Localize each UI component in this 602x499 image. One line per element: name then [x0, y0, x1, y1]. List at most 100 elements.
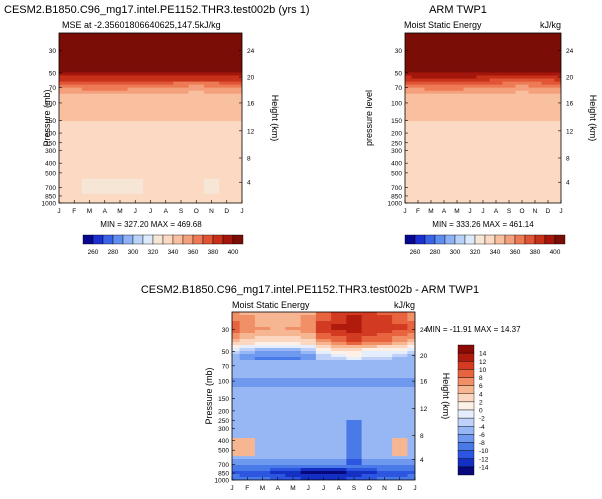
field-cell — [270, 468, 286, 472]
field-cell — [528, 105, 543, 110]
field-cell — [142, 78, 159, 83]
field-cell — [361, 363, 378, 367]
field-cell — [489, 81, 504, 86]
field-cell — [188, 184, 205, 189]
field-cell — [554, 105, 561, 110]
field-cell — [232, 351, 241, 355]
field-cell — [361, 381, 378, 385]
field-cell — [476, 118, 491, 122]
field-cell — [188, 66, 205, 71]
field-cell — [81, 148, 98, 152]
field-cell — [437, 99, 452, 104]
field-cell — [142, 145, 159, 149]
field-cell — [437, 48, 452, 52]
field-cell — [270, 351, 286, 355]
field-cell — [270, 348, 286, 352]
field-cell — [188, 178, 205, 183]
obs-colorbar: 260 280 300 320 340 360 380 400 — [404, 234, 566, 256]
field-cell — [59, 57, 68, 61]
field-cell — [489, 69, 504, 74]
field-cell — [232, 417, 241, 421]
colorbar-label: 6 — [479, 383, 483, 390]
field-cell — [254, 408, 271, 412]
field-cell — [411, 133, 426, 137]
height-tick-label: 20 — [566, 74, 574, 81]
field-cell — [234, 105, 242, 110]
field-cell — [239, 363, 256, 367]
field-cell — [411, 145, 426, 149]
field-cell — [392, 396, 408, 400]
field-cell — [285, 456, 302, 460]
field-cell — [112, 75, 129, 80]
field-cell — [541, 148, 556, 152]
field-cell — [127, 81, 144, 86]
field-cell — [489, 130, 504, 134]
field-cell — [346, 390, 363, 394]
field-cell — [405, 193, 413, 198]
field-cell — [315, 351, 332, 355]
field-cell — [270, 462, 286, 466]
field-cell — [127, 124, 144, 128]
field-cell — [239, 420, 256, 424]
field-cell — [239, 468, 256, 472]
field-cell — [234, 57, 242, 61]
field-cell — [127, 63, 144, 67]
y-tick-label: 850 — [218, 471, 229, 478]
field-cell — [142, 154, 159, 159]
field-cell — [203, 154, 220, 159]
field-cell — [450, 118, 465, 122]
field-cell — [541, 169, 556, 174]
field-cell — [270, 474, 286, 478]
field-cell — [376, 399, 393, 403]
field-cell — [411, 90, 426, 95]
field-cell — [232, 411, 241, 415]
field-cell — [437, 181, 452, 186]
field-cell — [270, 342, 286, 346]
colorbar-swatch — [132, 234, 144, 245]
field-cell — [450, 111, 465, 116]
field-cell — [142, 139, 159, 143]
field-cell — [515, 160, 530, 165]
colorbar-swatch — [434, 234, 446, 245]
field-cell — [411, 196, 426, 201]
field-cell — [437, 90, 452, 95]
field-cell — [541, 93, 556, 98]
field-cell — [502, 51, 517, 55]
field-cell — [203, 111, 220, 116]
field-cell — [437, 190, 452, 195]
field-cell — [437, 78, 452, 83]
field-cell — [541, 181, 556, 186]
field-cell — [285, 348, 302, 352]
field-cell — [476, 75, 491, 80]
field-cell — [112, 87, 129, 92]
field-cell — [361, 354, 378, 358]
field-cell — [173, 184, 190, 189]
field-cell — [489, 136, 504, 140]
field-cell — [405, 178, 413, 183]
field-cell — [112, 42, 129, 46]
field-cell — [239, 321, 256, 325]
field-cell — [66, 136, 83, 140]
field-cell — [239, 333, 256, 337]
field-cell — [234, 160, 242, 165]
field-cell — [112, 184, 129, 189]
field-cell — [346, 456, 363, 460]
field-cell — [59, 124, 68, 128]
field-cell — [66, 154, 83, 159]
field-cell — [188, 33, 205, 37]
field-cell — [437, 111, 452, 116]
field-cell — [219, 78, 235, 83]
field-cell — [437, 42, 452, 46]
field-cell — [411, 108, 426, 113]
obs-units: kJ/kg — [540, 20, 561, 30]
field-cell — [254, 321, 271, 325]
field-cell — [188, 42, 205, 46]
field-cell — [515, 75, 530, 80]
field-cell — [405, 102, 413, 107]
field-cell — [158, 42, 174, 46]
field-cell — [376, 450, 393, 454]
field-cell — [112, 151, 129, 156]
field-cell — [528, 121, 543, 125]
field-cell — [142, 60, 159, 64]
field-cell — [463, 142, 478, 146]
